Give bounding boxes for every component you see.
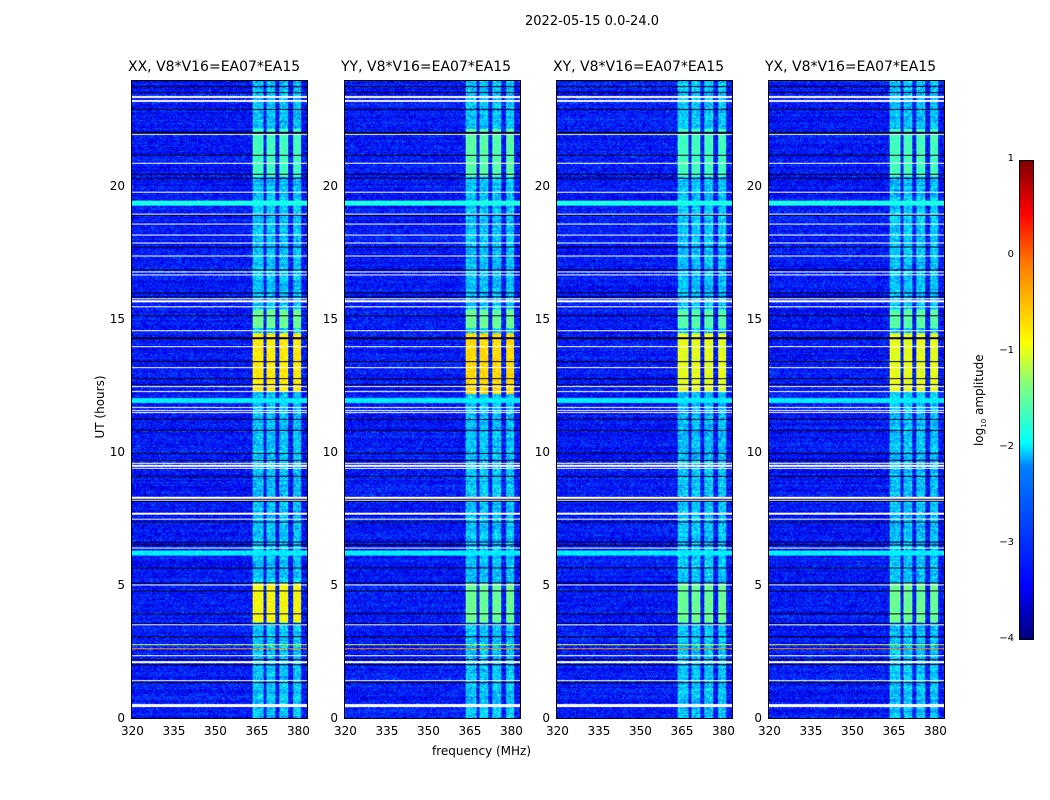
y-tick-label: 20 <box>322 178 338 193</box>
y-tick-label: 10 <box>322 444 338 459</box>
x-tick-label: 335 <box>375 724 399 738</box>
x-tick-label: 380 <box>923 724 947 738</box>
colorbar-label-log: log <box>971 427 986 447</box>
x-tick-label: 380 <box>499 724 523 738</box>
colorbar-label-rest: amplitude <box>971 354 986 419</box>
y-tick-label: 15 <box>322 311 338 326</box>
y-tick-label: 15 <box>109 311 125 326</box>
x-tick-label: 320 <box>121 724 144 738</box>
y-tick-label: 10 <box>746 444 762 459</box>
colorbar-label-sub: 10 <box>980 418 989 428</box>
colorbar-tick-label: −4 <box>999 633 1014 644</box>
colorbar-label: log10 amplitude <box>972 345 988 455</box>
y-tick-label: 5 <box>754 577 762 592</box>
x-tick-label: 350 <box>628 724 652 738</box>
x-tick-label: 335 <box>162 724 186 738</box>
colorbar-tick-label: 0 <box>1007 249 1014 260</box>
x-tick-label: 365 <box>245 724 269 738</box>
colorbar <box>1019 160 1034 640</box>
colorbar-tick-label: −2 <box>999 441 1014 452</box>
heatmap-panel-0 <box>131 80 308 719</box>
y-tick-label: 15 <box>534 311 550 326</box>
y-axis-label: UT (hours) <box>93 375 107 439</box>
x-tick-label: 350 <box>840 724 864 738</box>
y-tick-label: 5 <box>117 577 125 592</box>
heatmap-image <box>345 81 520 718</box>
x-axis-label: frequency (MHz) <box>432 744 532 758</box>
y-tick-label: 5 <box>542 577 550 592</box>
y-tick-label: 20 <box>746 178 762 193</box>
y-tick-label: 5 <box>330 577 338 592</box>
x-tick-label: 365 <box>670 724 694 738</box>
heatmap-image <box>132 81 307 718</box>
panel-title: XX, V8*V16=EA07*EA15 <box>128 59 301 75</box>
colorbar-tick-label: 1 <box>1007 153 1014 164</box>
y-tick-label: 0 <box>330 711 338 725</box>
x-tick-label: 380 <box>286 724 310 738</box>
y-tick-label: 0 <box>754 711 762 725</box>
y-tick-label: 0 <box>542 711 550 725</box>
y-tick-label: 20 <box>109 178 125 193</box>
x-tick-label: 350 <box>416 724 440 738</box>
y-tick-label: 15 <box>746 311 762 326</box>
x-tick-label: 320 <box>334 724 357 738</box>
colorbar-tick-label: −3 <box>999 537 1014 548</box>
heatmap-panel-1 <box>344 80 521 719</box>
y-tick-label: 10 <box>534 444 550 459</box>
heatmap-image <box>557 81 732 718</box>
x-tick-label: 350 <box>203 724 227 738</box>
panel-title: YX, V8*V16=EA07*EA15 <box>765 59 937 75</box>
heatmap-image <box>769 81 944 718</box>
x-tick-label: 320 <box>758 724 781 738</box>
y-tick-label: 0 <box>117 711 125 725</box>
x-tick-label: 335 <box>799 724 823 738</box>
colorbar-tick-label: −1 <box>999 345 1014 356</box>
y-tick-label: 20 <box>534 178 550 193</box>
x-tick-label: 335 <box>587 724 611 738</box>
panel-title: XY, V8*V16=EA07*EA15 <box>553 59 725 75</box>
x-tick-label: 365 <box>458 724 482 738</box>
x-tick-label: 380 <box>711 724 735 738</box>
panel-title: YY, V8*V16=EA07*EA15 <box>341 59 512 75</box>
heatmap-panel-2 <box>556 80 733 719</box>
suptitle: 2022-05-15 0.0-24.0 <box>525 14 659 29</box>
y-tick-label: 10 <box>109 444 125 459</box>
heatmap-panel-3 <box>768 80 945 719</box>
x-tick-label: 320 <box>546 724 569 738</box>
x-tick-label: 365 <box>882 724 906 738</box>
